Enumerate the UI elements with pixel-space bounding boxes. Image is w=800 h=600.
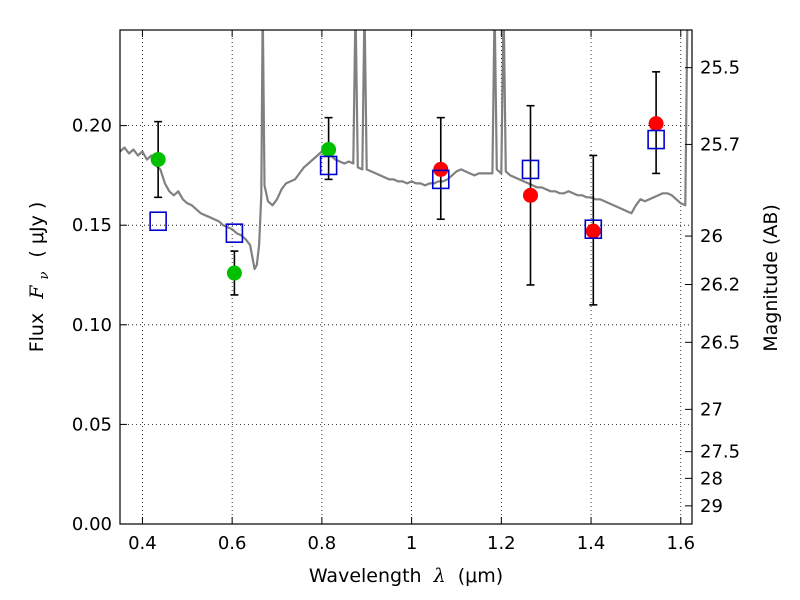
model-photometry-square	[431, 169, 450, 190]
x-axis-title-prefix: Wavelength	[309, 565, 422, 587]
x-tick-label: 0.8	[308, 533, 337, 554]
x-tick-label: 0.4	[128, 533, 157, 554]
model-photometry-square	[584, 219, 603, 239]
magnitude-tick-label: 26.2	[700, 275, 740, 296]
observed-point	[321, 142, 337, 158]
x-tick-label: 1.4	[577, 533, 606, 554]
observed-point	[522, 187, 538, 203]
y-axis-title-math: F	[26, 285, 48, 300]
y-axis-title: Flux F ν ( μJy )	[26, 202, 53, 353]
magnitude-tick-label: 28	[700, 468, 723, 489]
y-axis-ticks: 0.00 0.05 0.10 0.15 0.20	[72, 116, 127, 535]
y-tick-label: 0.00	[72, 514, 112, 535]
y-axis-title-sub: ν	[37, 272, 52, 280]
y-axis-title-unit: ( μJy )	[26, 202, 48, 258]
magnitude-tick-label: 26	[700, 226, 723, 247]
spectrum-line	[120, 30, 689, 271]
observed-point	[648, 116, 664, 132]
x-axis-title: Wavelength λ (μm)	[309, 565, 503, 587]
y-tick-label: 0.05	[72, 414, 112, 435]
observed-point	[585, 223, 601, 239]
grid-lines	[120, 30, 692, 525]
model-spectrum	[120, 30, 689, 271]
x-tick-label: 1	[406, 533, 417, 554]
magnitude-tick-label: 27.5	[700, 442, 740, 463]
model-photometry-squares	[149, 129, 665, 243]
magnitude-tick-label: 25.5	[700, 58, 740, 79]
observed-points	[150, 116, 664, 281]
x-axis-title-unit: (μm)	[458, 565, 503, 587]
model-photometry-square	[319, 155, 338, 176]
observed-point	[150, 151, 166, 167]
magnitude-tick-label: 26.5	[700, 332, 740, 353]
x-axis-ticks: 0.4 0.6 0.8 1 1.2 1.4 1.6	[128, 30, 695, 554]
x-tick-label: 1.2	[487, 533, 516, 554]
x-tick-label: 0.6	[218, 533, 247, 554]
y-axis-title-prefix: Flux	[26, 313, 48, 353]
y-tick-label: 0.15	[72, 215, 112, 236]
x-axis-title-math: λ	[433, 565, 446, 587]
y-tick-label: 0.20	[72, 116, 112, 137]
observed-point	[226, 265, 242, 281]
magnitude-tick-label: 27	[700, 399, 723, 420]
x-tick-label: 1.6	[666, 533, 695, 554]
model-photometry-square	[225, 223, 244, 243]
observed-point	[433, 161, 449, 177]
y-tick-label: 0.10	[72, 315, 112, 336]
magnitude-tick-label: 25.7	[700, 134, 740, 155]
magnitude-axis-ticks: 25.5 25.7 26 26.2 26.5 27 27.5 28 29	[685, 58, 740, 517]
magnitude-tick-label: 29	[700, 496, 723, 517]
plot-frame	[119, 29, 693, 525]
model-photometry-square	[149, 211, 167, 232]
model-photometry-square	[521, 159, 540, 180]
model-photometry-square	[647, 129, 665, 150]
magnitude-axis-title: Magnitude (AB)	[760, 204, 782, 352]
